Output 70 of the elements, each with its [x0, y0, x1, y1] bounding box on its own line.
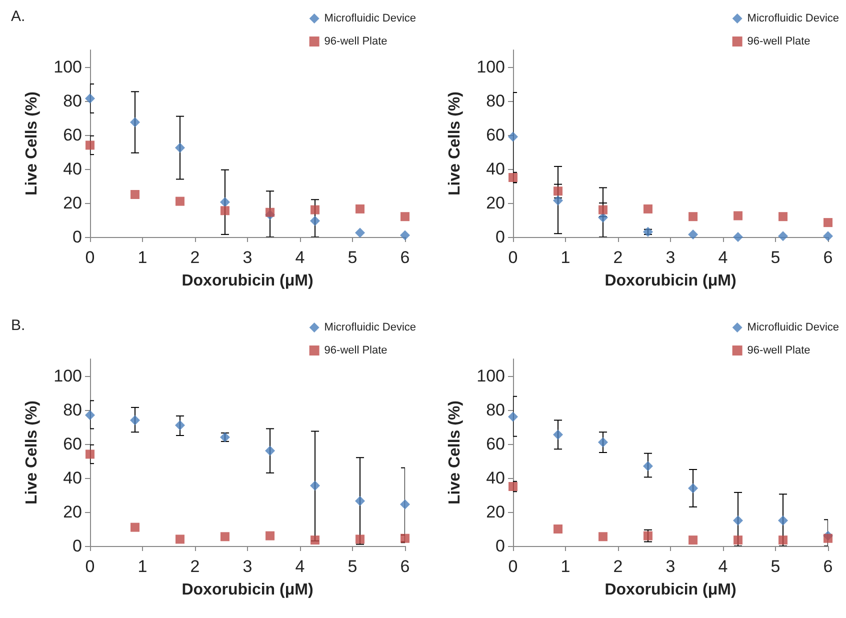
x-tick-label: 0 [85, 248, 95, 267]
x-tick-label: 5 [770, 248, 780, 267]
legend-label: 96-well Plate [747, 344, 810, 356]
x-tick-label: 1 [138, 248, 148, 267]
x-tick-label: 5 [770, 557, 780, 576]
legend-label: Microfluidic Device [324, 322, 416, 334]
y-axis-title: Live Cells (%) [446, 400, 464, 505]
y-tick-label: 100 [476, 58, 505, 76]
y-axis-title: Live Cells (%) [24, 91, 40, 196]
x-tick-label: 0 [85, 557, 95, 576]
y-tick-label: 20 [486, 194, 505, 212]
x-tick-label: 3 [666, 557, 676, 576]
y-tick-label: 20 [63, 194, 82, 212]
y-tick-label: 40 [63, 160, 82, 178]
x-tick-label: 3 [666, 248, 676, 267]
y-tick-label: 0 [72, 228, 82, 246]
y-tick-label: 80 [486, 92, 505, 110]
y-tick-label: 60 [63, 126, 82, 144]
y-tick-label: 0 [496, 536, 505, 556]
y-tick-label: 40 [486, 160, 505, 178]
x-tick-label: 0 [508, 557, 518, 576]
y-axis-title: Live Cells (%) [24, 400, 40, 505]
x-tick-label: 3 [242, 248, 252, 267]
y-tick-label: 60 [63, 434, 82, 454]
x-axis-title: Doxorubicin (μM) [182, 272, 314, 290]
y-tick-label: 100 [54, 58, 82, 76]
x-axis-title: Doxorubicin (μM) [604, 272, 736, 290]
y-tick-label: 60 [486, 126, 505, 144]
x-tick-label: 4 [295, 248, 305, 267]
x-tick-label: 6 [823, 557, 833, 576]
x-tick-label: 0 [508, 248, 518, 267]
y-tick-label: 40 [63, 468, 82, 488]
legend-label: 96-well Plate [324, 36, 388, 48]
chart-title: B. [11, 317, 26, 334]
x-tick-label: 4 [718, 248, 728, 267]
x-tick-label: 2 [190, 557, 200, 576]
x-tick-label: 1 [138, 557, 148, 576]
x-tick-label: 3 [242, 557, 252, 576]
chart-title: A. [11, 8, 26, 25]
x-axis-title: Doxorubicin (μM) [604, 582, 736, 598]
y-tick-label: 80 [63, 92, 82, 110]
x-tick-label: 1 [560, 248, 570, 267]
legend-label: 96-well Plate [324, 344, 388, 356]
y-tick-label: 100 [476, 366, 505, 386]
y-tick-label: 20 [63, 502, 82, 522]
legend-label: Microfluidic Device [747, 12, 840, 24]
x-tick-label: 2 [613, 248, 623, 267]
y-tick-label: 20 [486, 502, 505, 522]
y-axis-title: Live Cells (%) [446, 91, 464, 196]
x-tick-label: 6 [400, 248, 410, 267]
x-tick-label: 4 [295, 557, 305, 576]
x-tick-label: 2 [613, 557, 623, 576]
x-tick-label: 6 [823, 248, 833, 267]
x-tick-label: 5 [348, 248, 358, 267]
x-axis-title: Doxorubicin (μM) [182, 582, 314, 598]
x-tick-label: 4 [718, 557, 728, 576]
x-tick-label: 5 [348, 557, 358, 576]
y-tick-label: 0 [496, 228, 505, 246]
y-tick-label: 80 [63, 400, 82, 420]
y-tick-label: 0 [72, 536, 82, 556]
legend-label: Microfluidic Device [747, 322, 840, 334]
legend-label: Microfluidic Device [324, 12, 416, 24]
y-tick-label: 100 [54, 366, 82, 386]
x-tick-label: 2 [190, 248, 200, 267]
y-tick-label: 80 [486, 400, 505, 420]
y-tick-label: 40 [486, 468, 505, 488]
x-tick-label: 1 [560, 557, 570, 576]
x-tick-label: 6 [400, 557, 410, 576]
legend-label: 96-well Plate [747, 36, 810, 48]
y-tick-label: 60 [486, 434, 505, 454]
